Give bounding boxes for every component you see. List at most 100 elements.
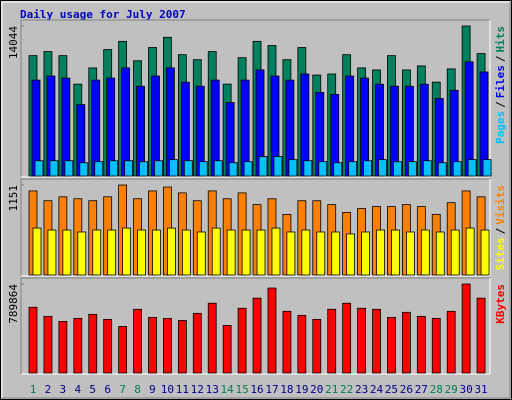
bar [387, 316, 396, 374]
bar [482, 159, 492, 177]
bar [34, 160, 44, 177]
bar [303, 160, 313, 177]
bar [345, 75, 355, 177]
x-tick-label: 29 [445, 383, 458, 396]
x-tick-label: 18 [280, 383, 293, 396]
x-tick-label: 12 [191, 383, 204, 396]
bar [376, 229, 385, 276]
bar [256, 229, 266, 276]
bar [407, 161, 417, 177]
bar [124, 160, 134, 177]
x-tick-label: 24 [370, 383, 384, 396]
legend: KBytes [494, 284, 507, 324]
x-tick-label: 2 [45, 383, 52, 396]
bar [461, 283, 471, 374]
chart-title: Daily usage for July 2007 [20, 8, 186, 21]
bar [467, 159, 477, 177]
x-tick-label: 22 [340, 383, 353, 396]
bar [446, 310, 456, 374]
bar [342, 302, 352, 374]
bar [393, 161, 402, 177]
x-tick-label: 26 [400, 383, 413, 396]
legend-entry: Pages [494, 111, 507, 144]
bar [237, 307, 247, 374]
bar [196, 231, 206, 276]
bar [169, 159, 178, 177]
bar [241, 229, 251, 276]
bar [476, 297, 486, 374]
bar [177, 320, 187, 374]
bar [243, 161, 253, 177]
bar [318, 161, 328, 177]
bar [267, 287, 277, 374]
legend: Pages / Files / Hits [494, 26, 507, 144]
x-tick-label: 14 [221, 383, 235, 396]
x-tick-label: 7 [119, 383, 126, 396]
x-tick-label: 13 [206, 383, 219, 396]
bar [154, 160, 163, 177]
bar [450, 229, 460, 276]
bar [133, 308, 142, 374]
bar [118, 326, 128, 374]
bar [435, 231, 445, 276]
bar [79, 162, 89, 177]
x-tick-label: 4 [74, 383, 81, 396]
bar [282, 310, 292, 374]
x-tick-label: 23 [355, 383, 368, 396]
bar [271, 227, 281, 276]
bar [480, 229, 490, 276]
bar [77, 231, 87, 276]
bar [363, 160, 372, 177]
legend: Sites / Visits [494, 185, 507, 271]
y-tick-label: 1151 [7, 185, 20, 212]
x-tick-label: 9 [149, 383, 156, 396]
x-tick-label: 15 [235, 383, 248, 396]
bar [452, 161, 462, 177]
legend-entry: Visits [494, 185, 507, 225]
bar [258, 156, 268, 177]
bar [49, 160, 59, 177]
bar [346, 233, 356, 276]
bar [62, 229, 72, 276]
x-tick-label: 6 [104, 383, 111, 396]
bar [58, 321, 68, 374]
bar [312, 318, 322, 374]
bar [181, 229, 191, 276]
bar [92, 229, 102, 276]
legend-entry: Hits [494, 26, 507, 53]
x-tick-label: 5 [89, 383, 96, 396]
x-tick-label: 11 [176, 383, 189, 396]
x-tick-label: 21 [325, 383, 338, 396]
legend-separator: / [494, 55, 507, 62]
x-tick-label: 19 [295, 383, 308, 396]
bar [316, 231, 326, 276]
bar [163, 317, 172, 374]
bar [207, 302, 217, 374]
bar [431, 317, 441, 374]
bar [297, 314, 307, 374]
bar [378, 159, 387, 177]
bar [437, 162, 447, 177]
legend-separator: / [494, 227, 507, 234]
bar [465, 227, 475, 276]
bar [357, 307, 366, 374]
bar [416, 315, 426, 374]
y-tick-label: 789864 [7, 284, 20, 324]
x-tick-label: 3 [60, 383, 67, 396]
bar [331, 231, 341, 276]
bar [226, 229, 236, 276]
bar [88, 313, 98, 374]
bar [288, 159, 298, 177]
bar [73, 317, 83, 374]
bar [333, 162, 343, 177]
bar [121, 67, 131, 177]
bar [420, 229, 430, 276]
x-tick-label: 31 [474, 383, 487, 396]
bar [183, 160, 193, 177]
legend-entry: Files [494, 65, 507, 98]
bar [43, 315, 53, 374]
bar [32, 227, 42, 276]
bar [273, 156, 283, 177]
legend-entry: KBytes [494, 284, 507, 324]
bar [361, 231, 370, 276]
